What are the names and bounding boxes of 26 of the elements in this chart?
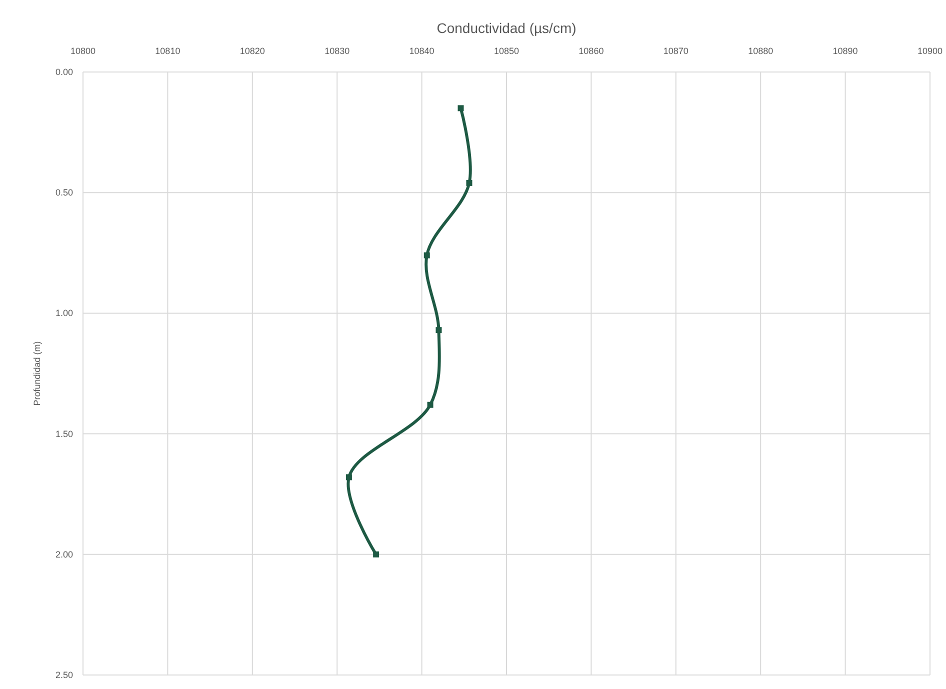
point <box>466 180 472 186</box>
y-tick-label: 2.00 <box>55 549 73 560</box>
point <box>373 551 380 558</box>
point <box>346 474 352 480</box>
x-tick-label: 10830 <box>324 46 350 56</box>
x-tick-label: 10820 <box>240 46 265 56</box>
y-axis-title: Profundidad (m) <box>32 341 42 406</box>
x-tick-label: 10840 <box>409 46 434 56</box>
x-tick-label: 10810 <box>155 46 180 56</box>
point <box>427 402 434 408</box>
y-tick-label: 0.50 <box>55 188 73 198</box>
y-tick-label: 1.50 <box>55 428 73 439</box>
y-tick-label: 2.50 <box>55 670 73 680</box>
point <box>436 327 442 334</box>
x-tick-label: 10850 <box>494 46 520 56</box>
x-tick-label: 10860 <box>578 46 604 56</box>
x-tick-label: 10890 <box>832 46 858 56</box>
y-tick-label: 0.00 <box>55 67 73 77</box>
x-tick-label: 10900 <box>917 46 943 56</box>
x-tick-label: 10800 <box>70 46 96 56</box>
x-tick-label: 10880 <box>748 46 774 56</box>
point <box>458 105 464 112</box>
chart-title: Conductividad (µs/cm) <box>436 20 576 36</box>
x-tick-label: 10870 <box>663 46 688 56</box>
y-tick-label: 1.00 <box>55 308 73 318</box>
point <box>424 252 430 258</box>
